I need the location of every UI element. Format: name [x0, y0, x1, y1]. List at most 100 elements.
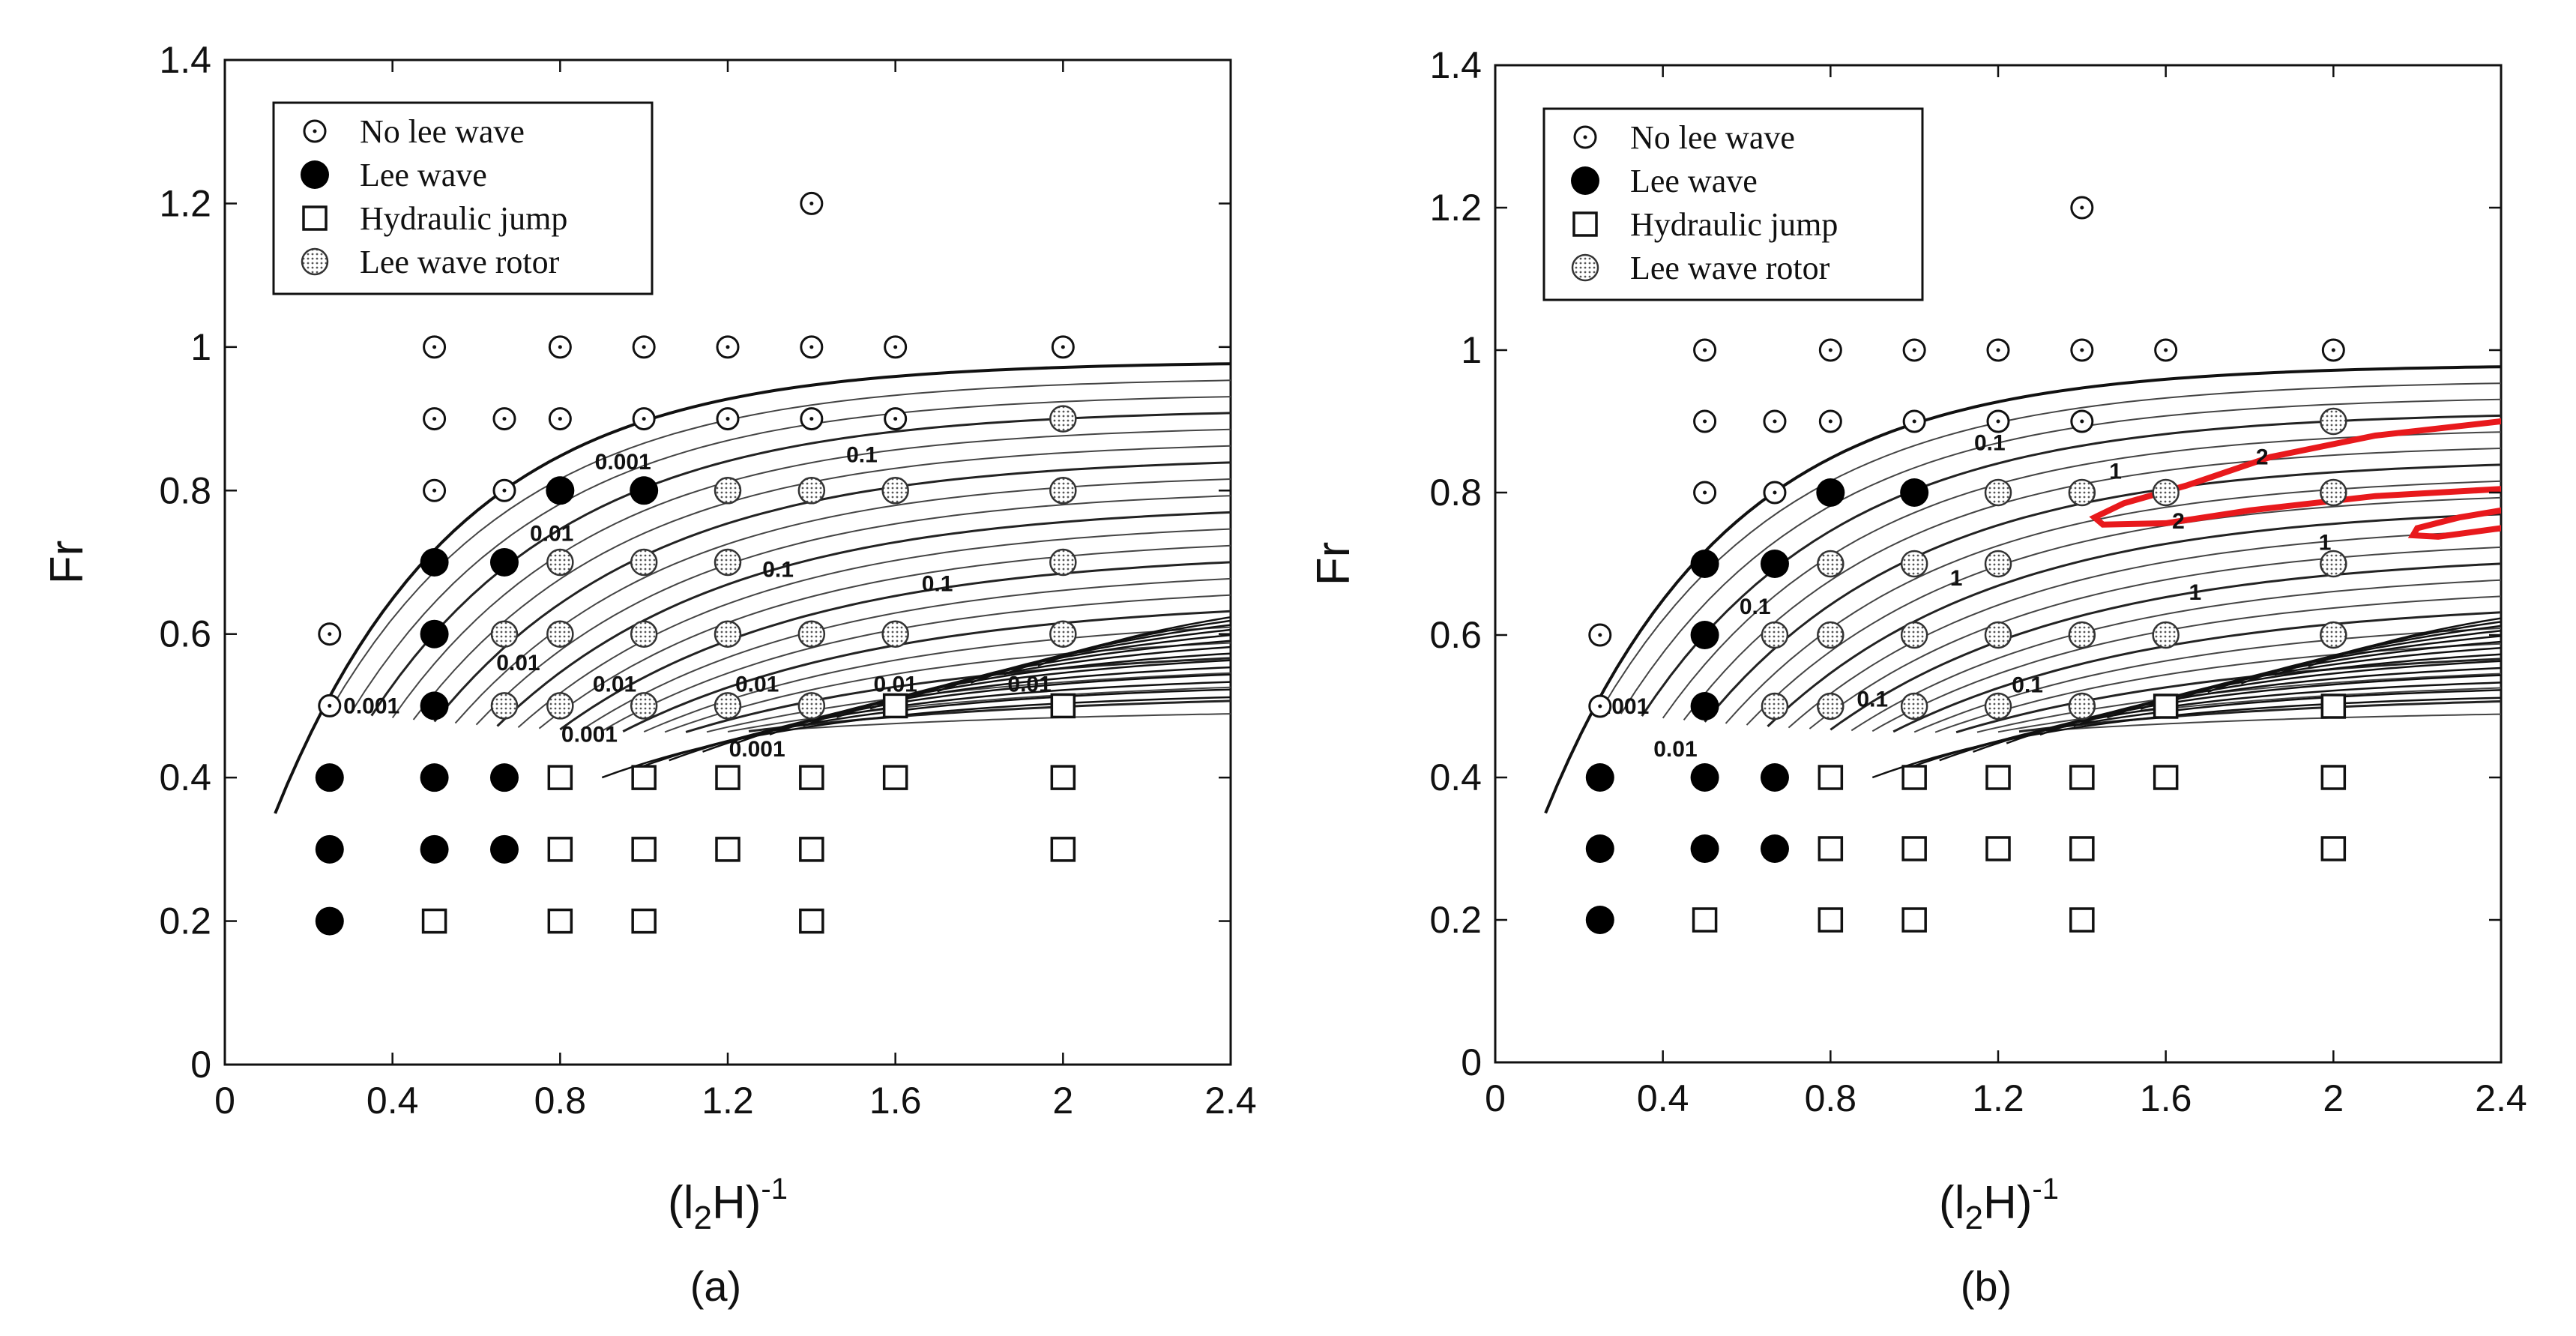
- contour-label: 0.01: [873, 672, 917, 697]
- y-tick-label: 0.6: [1429, 614, 1482, 656]
- point-lee-wave-rotor: [2152, 621, 2180, 649]
- point-lee-wave-rotor: [797, 620, 826, 648]
- y-tick-label: 1: [190, 326, 211, 368]
- legend-label: Lee wave rotor: [360, 244, 560, 280]
- contour-label: 0.01: [530, 522, 573, 547]
- y-tick-label: 1: [1461, 329, 1482, 371]
- y-tick-label: 1.2: [1429, 187, 1482, 229]
- x-tick-label: 1.6: [2140, 1077, 2192, 1119]
- x-axis-label: (l2H)-1: [1939, 1173, 2059, 1236]
- y-tick-label: 0: [190, 1044, 211, 1086]
- point-hydraulic-jump: [631, 908, 657, 934]
- point-no-lee-wave: [632, 335, 656, 359]
- contour-label: 1: [1950, 566, 1963, 591]
- point-no-lee-wave: [1986, 338, 2010, 362]
- point-hydraulic-jump: [1818, 836, 1844, 861]
- contour-line: [475, 495, 1231, 726]
- point-no-lee-wave: [2154, 338, 2178, 362]
- point-lee-wave-rotor: [1049, 548, 1077, 577]
- point-no-lee-wave: [1051, 335, 1075, 359]
- point-no-lee-wave: [2070, 338, 2094, 362]
- x-tick-label: 2.4: [1204, 1080, 1257, 1122]
- x-tick-label: 2: [1052, 1080, 1073, 1122]
- contour-line: [1746, 496, 2501, 726]
- point-no-lee-wave: [423, 478, 447, 502]
- panel-label: (b): [1961, 1263, 2012, 1310]
- contour-line: [1809, 546, 2501, 729]
- legend: No lee wave Lee wave Hydraulic jump Lee wav…: [1542, 107, 1924, 301]
- point-hydraulic-jump: [715, 837, 740, 862]
- contour-line: [1599, 382, 2501, 712]
- point-hydraulic-jump: [799, 908, 824, 934]
- y-tick-label: 0.4: [159, 756, 211, 798]
- contour-line: [1871, 595, 2501, 732]
- contour-line: [2308, 617, 2501, 667]
- contour-line: [391, 428, 1231, 718]
- point-lee-wave: [1690, 692, 1719, 720]
- point-no-lee-wave: [492, 407, 516, 431]
- point-lee-wave-rotor: [2320, 478, 2347, 507]
- contour-label: 0.1: [1974, 431, 2006, 456]
- contour-line-red: [2407, 507, 2501, 540]
- point-lee-wave: [420, 548, 449, 577]
- point-no-lee-wave: [1986, 409, 2010, 433]
- point-lee-wave: [315, 834, 344, 864]
- point-lee-wave: [630, 476, 659, 505]
- legend: No lee wave Lee wave Hydraulic jump Lee wav…: [272, 101, 654, 295]
- contour-line: [580, 577, 1231, 731]
- contour-line: [664, 642, 1231, 733]
- point-lee-wave-rotor: [490, 620, 519, 648]
- contour-line: [349, 396, 1231, 714]
- point-lee-wave: [1760, 763, 1789, 792]
- point-lee-wave-rotor: [714, 620, 742, 648]
- point-hydraulic-jump: [631, 837, 657, 862]
- point-lee-wave: [1760, 550, 1789, 578]
- y-tick-label: 0: [1461, 1041, 1482, 1083]
- point-no-lee-wave: [1763, 481, 1787, 505]
- point-hydraulic-jump: [2320, 836, 2347, 861]
- contour-line: [869, 640, 1231, 710]
- contour-label: 1: [2189, 580, 2201, 605]
- point-lee-wave: [315, 763, 344, 792]
- point-lee-wave-rotor: [1817, 550, 1844, 578]
- contour-line: [2039, 713, 2501, 732]
- contour-line: [1976, 672, 2501, 733]
- contour-line: [496, 511, 1231, 727]
- point-lee-wave-rotor: [1817, 621, 1844, 649]
- contour-label: 0.01: [735, 672, 779, 697]
- point-hydraulic-jump: [547, 908, 573, 934]
- y-tick-label: 0.8: [159, 469, 211, 511]
- contour-line: [622, 610, 1231, 732]
- contour-line: [748, 699, 1231, 732]
- point-lee-wave: [420, 834, 449, 864]
- contour-line: [454, 478, 1231, 724]
- point-hydraulic-jump: [715, 765, 740, 790]
- contour-label: 1: [2319, 531, 2332, 556]
- contour-line: [328, 379, 1231, 711]
- point-no-lee-wave: [423, 407, 447, 431]
- contour-lines: [274, 362, 1231, 814]
- legend-marker-hydraulic-jump: [1572, 211, 1598, 237]
- point-lee-wave: [420, 763, 449, 792]
- point-no-lee-wave: [2070, 409, 2094, 433]
- contour-line: [433, 461, 1231, 723]
- point-lee-wave-rotor: [2152, 478, 2180, 507]
- contour-label: 0.001: [729, 737, 785, 762]
- legend-marker-lee-wave-rotor: [1571, 253, 1599, 282]
- point-lee-wave-rotor: [1900, 550, 1928, 578]
- point-lee-wave: [1585, 763, 1614, 792]
- point-lee-wave-rotor: [1984, 478, 2012, 507]
- contour-label: 0.01: [1653, 737, 1697, 762]
- x-tick-label: 1.2: [702, 1080, 754, 1122]
- contour-label: 0.1: [922, 572, 953, 597]
- y-tick-label: 1.4: [159, 39, 211, 81]
- contour-label: 0.1: [846, 442, 878, 467]
- point-lee-wave: [1760, 834, 1789, 863]
- legend-marker-hydraulic-jump: [302, 205, 328, 231]
- y-tick-label: 0.8: [1429, 472, 1482, 514]
- point-lee-wave: [1900, 478, 1929, 507]
- point-no-lee-wave: [2070, 196, 2094, 220]
- point-lee-wave-rotor: [1984, 550, 2012, 578]
- point-hydraulic-jump: [547, 837, 573, 862]
- x-label-sub: 2: [1964, 1200, 1982, 1236]
